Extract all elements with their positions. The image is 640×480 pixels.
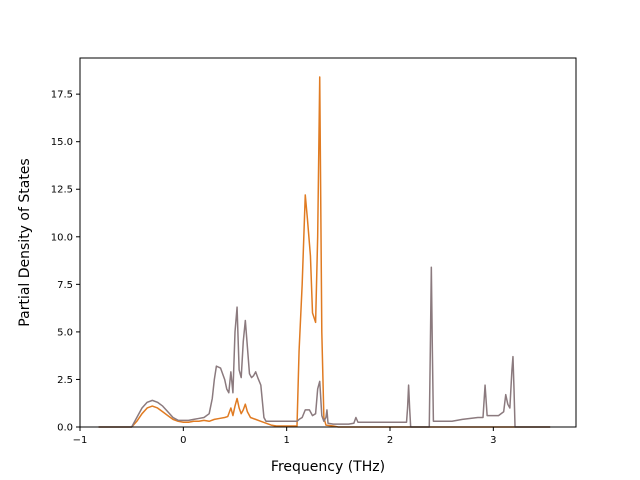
y-tick-label: 12.5 — [51, 185, 73, 196]
x-tick-label: 2 — [387, 435, 393, 446]
y-tick-label: 2.5 — [57, 375, 73, 386]
x-tick-label: 3 — [490, 435, 496, 446]
plot-frame — [79, 57, 577, 428]
y-tick-label: 5.0 — [57, 327, 73, 338]
x-tick-label: 1 — [283, 435, 289, 446]
y-axis: 0.0 2.5 5.0 7.5 10.0 12.5 15.0 17.5 — [51, 90, 80, 434]
x-tick-label: 0 — [180, 435, 186, 446]
y-axis-label: Partial Density of States — [17, 158, 33, 326]
series-line-2 — [98, 266, 551, 428]
y-tick-label: 0.0 — [57, 423, 73, 434]
plot-lines — [98, 76, 551, 428]
y-tick-label: 10.0 — [51, 232, 73, 243]
series-line-1 — [98, 76, 551, 428]
y-tick-label: 17.5 — [51, 90, 73, 101]
x-axis-label: Frequency (THz) — [271, 459, 385, 475]
x-tick-label: −1 — [73, 435, 88, 446]
x-axis: −1 0 1 2 3 — [73, 427, 497, 446]
y-tick-label: 7.5 — [57, 280, 73, 291]
y-tick-label: 15.0 — [51, 137, 73, 148]
